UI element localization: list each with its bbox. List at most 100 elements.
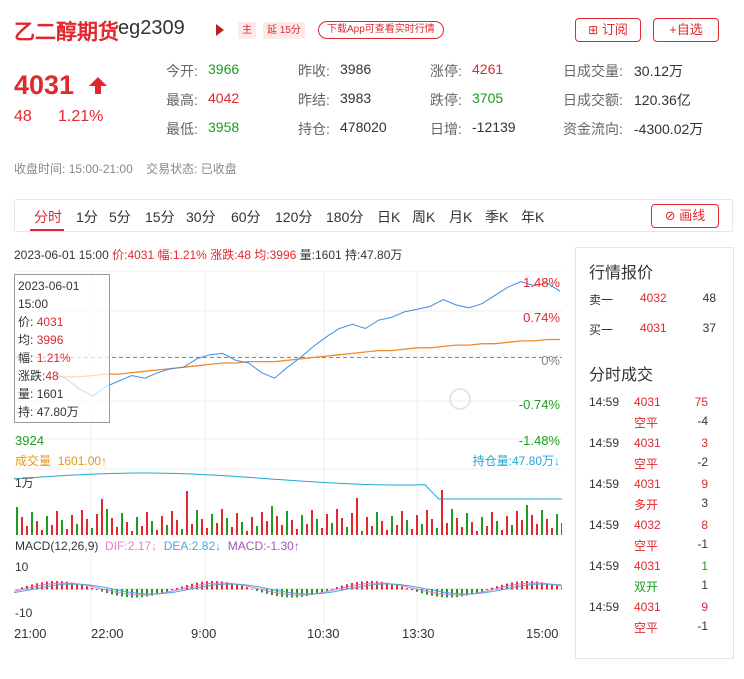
active-tab-indicator: [30, 229, 64, 231]
tab-7[interactable]: 180分: [326, 209, 364, 225]
stat-label: 跌停:: [430, 92, 462, 108]
info-price-label: 价:: [112, 248, 128, 262]
volume-bar: [446, 523, 448, 535]
tab-10[interactable]: 月K: [449, 209, 473, 225]
volume-bar: [276, 516, 278, 535]
draw-line-button[interactable]: ⊘ 画线: [651, 204, 719, 228]
macd-bar: [321, 589, 323, 593]
volume-bar: [21, 517, 23, 535]
tab-1[interactable]: 1分: [76, 209, 98, 225]
macd-bar: [41, 582, 43, 590]
macd-value-label: MACD:: [227, 539, 267, 553]
download-app-tip[interactable]: 下载App可查看实时行情: [318, 21, 444, 39]
tab-6[interactable]: 120分: [275, 209, 313, 225]
volume-bar: [261, 512, 263, 535]
play-icon[interactable]: [216, 24, 224, 36]
volume-bar: [281, 525, 283, 535]
info-chg: 48: [237, 248, 251, 262]
volume-bar: [351, 513, 353, 535]
volume-bar: [111, 518, 113, 535]
volume-bar: [116, 527, 118, 535]
stat-value: -4300.02万: [634, 121, 704, 137]
volume-bar: [216, 523, 218, 535]
info-hold-label: 持:: [345, 248, 361, 262]
volume-bar: [16, 507, 18, 535]
macd-bar: [106, 589, 108, 594]
tab-12[interactable]: 年K: [521, 209, 545, 225]
volume-bar: [171, 511, 173, 535]
volume-bar: [46, 516, 48, 535]
tab-0[interactable]: 分时: [34, 209, 62, 225]
volume-bar: [31, 512, 33, 535]
volume-bar: [461, 527, 463, 535]
volume-bar: [181, 529, 183, 535]
subscribe-button[interactable]: ⊞ 订阅: [575, 18, 641, 42]
macd-bar: [511, 582, 513, 590]
trade-price: 4031: [634, 436, 661, 450]
stat-label: 今开:: [166, 63, 198, 79]
macd-bar: [241, 585, 243, 590]
stat-value: 120.36亿: [634, 92, 691, 108]
trade-price: 4031: [634, 395, 661, 409]
macd-bar: [461, 589, 463, 597]
stat-label: 昨收:: [298, 63, 330, 79]
volume-axis-top: 1万: [15, 476, 34, 490]
add-watchlist-button[interactable]: +自选: [653, 18, 719, 42]
volume-bar: [421, 524, 423, 535]
stat-value: 30.12万: [634, 63, 684, 79]
macd-bar: [166, 589, 168, 592]
trades-panel-title: 分时成交: [589, 367, 654, 384]
macd-bar: [401, 586, 403, 590]
info-avg-label: 均:: [254, 248, 270, 262]
tooltip-amp: 1.21%: [36, 351, 71, 365]
volume-bar: [36, 521, 38, 535]
trade-state: 已收盘: [200, 162, 237, 176]
macd-bar: [246, 587, 248, 590]
macd-bar: [66, 581, 68, 590]
tab-3[interactable]: 15分: [145, 209, 175, 225]
tab-4[interactable]: 30分: [186, 209, 216, 225]
macd-bar: [71, 582, 73, 590]
volume-bar: [246, 531, 248, 535]
macd-bar: [531, 581, 533, 590]
volume-bar: [491, 512, 493, 535]
x-tick-5: 15:00: [526, 626, 559, 641]
trade-time: 14:59: [589, 518, 620, 532]
tooltip-vol-label: 量:: [18, 387, 34, 401]
macd-bar: [441, 589, 443, 598]
macd-bar: [146, 589, 148, 597]
macd-bar: [26, 585, 28, 590]
volume-bar: [316, 519, 318, 535]
open-interest-line: [14, 472, 562, 500]
tab-9[interactable]: 周K: [412, 209, 436, 225]
trade-price: 4031: [634, 559, 661, 573]
intraday-chart[interactable]: [14, 271, 562, 623]
volume-bar: [506, 516, 508, 535]
draw-label: 画线: [679, 208, 706, 223]
volume-bar: [51, 525, 53, 535]
volume-bar: [221, 509, 223, 535]
buy1-volume: 37: [702, 321, 716, 335]
volume-bar: [516, 511, 518, 535]
tab-11[interactable]: 季K: [485, 209, 509, 225]
trade-oi-change: -1: [697, 537, 708, 551]
trade-oi-change: -4: [697, 414, 708, 428]
volume-bar: [536, 524, 538, 535]
open-interest-label: 持仓量:: [472, 454, 512, 468]
info-vol-label: 量:: [299, 248, 315, 262]
volume-bar: [501, 530, 503, 535]
tab-2[interactable]: 5分: [109, 209, 131, 225]
close-time-label: 收盘时间:: [14, 162, 66, 176]
volume-bar: [411, 529, 413, 535]
tab-8[interactable]: 日K: [377, 209, 401, 225]
dea-value: 2.82: [191, 539, 216, 553]
tooltip-price-label: 价:: [18, 315, 34, 329]
macd-bar: [81, 584, 83, 590]
tab-5[interactable]: 60分: [231, 209, 261, 225]
volume-bar: [531, 515, 533, 535]
volume-bar: [436, 528, 438, 535]
info-hold: 47.80万: [360, 248, 403, 262]
macd-bar: [96, 589, 98, 590]
macd-bar: [131, 589, 133, 598]
tooltip-time: 15:00: [18, 297, 49, 311]
